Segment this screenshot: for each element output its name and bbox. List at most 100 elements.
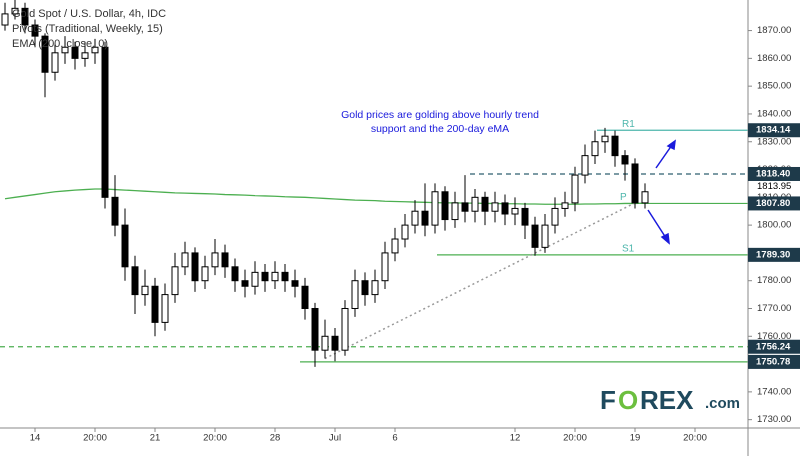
y-tick-label: 1840.00 — [757, 108, 791, 119]
candle-body — [241, 280, 249, 287]
candle-body — [311, 307, 319, 351]
candle-body — [601, 135, 609, 143]
pivot-label: P — [620, 192, 627, 203]
candle-body — [141, 285, 149, 296]
price-box-label: 1818.40 — [756, 168, 790, 179]
logo-text: .com — [705, 395, 740, 412]
ema-line — [4, 188, 646, 205]
y-tick-label: 1730.00 — [757, 414, 791, 425]
price-box-label: 1807.80 — [756, 198, 790, 209]
candle-body — [301, 285, 309, 309]
x-tick-label: 20:00 — [203, 433, 227, 444]
plot-area: R1 P S1 — [0, 0, 748, 367]
candle-body — [171, 266, 179, 296]
x-tick-label: 20:00 — [683, 433, 707, 444]
y-tick-label: 1860.00 — [757, 53, 791, 64]
y-tick-label: 1760.00 — [757, 331, 791, 342]
x-tick-label: 14 — [30, 433, 41, 444]
logo: F O REX .com — [600, 385, 740, 415]
price-box — [748, 123, 800, 138]
candle-body — [31, 24, 39, 37]
legend-line: EMA (200, close, 0) — [12, 38, 108, 50]
candle-body — [351, 280, 359, 309]
candle-body — [251, 271, 259, 287]
candle-body — [581, 155, 589, 176]
candle-body — [11, 7, 19, 15]
candle-body — [521, 207, 529, 226]
candle-body — [101, 46, 109, 198]
annotation: Gold prices are golding above hourly tre… — [341, 109, 539, 121]
x-tick-label: 20:00 — [83, 433, 107, 444]
logo-text: REX — [640, 385, 694, 415]
candle-body — [411, 210, 419, 226]
candle-body — [151, 285, 159, 323]
candle-body — [431, 191, 439, 226]
x-tick-label: 6 — [392, 433, 397, 444]
candle-body — [211, 252, 219, 268]
price-box — [748, 196, 800, 211]
price-box — [748, 354, 800, 369]
y-tick-label: 1870.00 — [757, 25, 791, 36]
x-tick-label: 28 — [270, 433, 281, 444]
candle-body — [641, 191, 649, 204]
candle-body — [341, 307, 349, 351]
pivot-label: S1 — [622, 243, 635, 254]
price-box-label: 1789.30 — [756, 249, 790, 260]
candle-body — [501, 202, 509, 215]
candle-body — [131, 266, 139, 296]
y-tick-label: 1800.00 — [757, 220, 791, 231]
x-tick-label: 20:00 — [563, 433, 587, 444]
annotation: support and the 200-day eMA — [371, 123, 509, 135]
legend-line: Pivots (Traditional, Weekly, 15) — [12, 23, 163, 35]
candle-body — [621, 155, 629, 165]
price-box-label: 1750.78 — [756, 356, 790, 367]
candle-body — [551, 207, 559, 226]
candle-body — [41, 35, 49, 73]
candle-body — [221, 252, 229, 268]
candle-body — [561, 202, 569, 209]
y-tick-label: 1780.00 — [757, 275, 791, 286]
candle-body — [1, 13, 9, 26]
y-tick-label: 1830.00 — [757, 136, 791, 147]
candle-body — [81, 52, 89, 59]
y-tick-label: 1850.00 — [757, 81, 791, 92]
candle-body — [21, 7, 29, 26]
price-box — [748, 166, 800, 181]
price-box-label: 1834.14 — [756, 125, 791, 136]
candle-body — [481, 196, 489, 212]
last-price-label: 1813.95 — [757, 181, 791, 192]
candle-body — [471, 196, 479, 212]
logo-text: O — [618, 385, 638, 415]
candle-body — [201, 266, 209, 282]
candle-body — [261, 271, 269, 282]
candle-body — [231, 266, 239, 282]
candle-body — [271, 271, 279, 282]
y-tick-label: 1740.00 — [757, 386, 791, 397]
candle-body — [291, 280, 299, 287]
logo-text: F — [600, 385, 616, 415]
candle-body — [191, 252, 199, 282]
candle-body — [511, 207, 519, 215]
x-tick-label: 21 — [150, 433, 161, 444]
x-tick-label: 12 — [510, 433, 521, 444]
candle-body — [51, 52, 59, 73]
y-tick-label: 1770.00 — [757, 303, 791, 314]
x-tick-label: 19 — [630, 433, 641, 444]
pivot-label: R1 — [622, 119, 635, 130]
candle-body — [421, 210, 429, 226]
candle-body — [541, 224, 549, 248]
price-box-label: 1756.24 — [756, 341, 791, 352]
chart-title: Gold Spot / U.S. Dollar, 4h, IDC — [12, 8, 166, 20]
candle-body — [401, 224, 409, 240]
candle-body — [111, 196, 119, 226]
candle-body — [611, 135, 619, 157]
arrow — [647, 139, 676, 245]
candle-body — [161, 294, 169, 323]
candle-body — [391, 238, 399, 254]
candle-body — [61, 46, 69, 54]
candle-body — [461, 202, 469, 212]
candle-body — [381, 252, 389, 282]
candle-body — [71, 46, 79, 59]
